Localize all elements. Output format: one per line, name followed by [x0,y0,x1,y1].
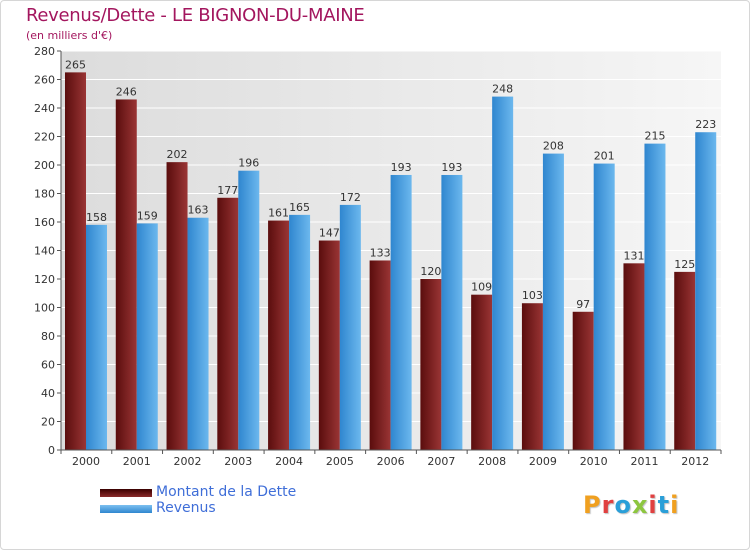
bar-revenus [644,143,666,450]
data-label: 147 [319,227,340,240]
bar-revenus [542,153,564,450]
bar-revenus [390,174,412,450]
logo-letter: i [648,491,658,519]
bar-revenus [492,96,514,450]
x-tick-label: 2012 [681,455,709,468]
x-tick-label: 2006 [377,455,405,468]
data-label: 165 [289,201,310,214]
x-tick-label: 2009 [529,455,557,468]
chart-subtitle: (en milliers d'€) [26,29,113,42]
bar-dette [217,197,239,450]
data-label: 133 [370,246,391,259]
x-tick-label: 2002 [174,455,202,468]
y-tick-label: 40 [41,387,55,400]
bar-revenus [339,204,361,450]
data-label: 120 [420,265,441,278]
data-label: 208 [543,140,564,153]
y-tick-label: 160 [34,216,55,229]
y-tick-label: 120 [34,273,55,286]
data-label: 159 [137,209,158,222]
x-tick-label: 2004 [275,455,303,468]
bar-dette [369,260,391,450]
data-label: 172 [340,191,361,204]
legend-swatch-dette [100,489,152,497]
y-tick-label: 60 [41,359,55,372]
data-label: 97 [576,298,590,311]
bar-revenus [441,174,463,450]
data-label: 193 [391,161,412,174]
bar-dette [471,294,493,450]
data-label: 248 [492,83,513,96]
chart-title: Revenus/Dette - LE BIGNON-DU-MAINE [26,5,365,26]
legend-label-dette: Montant de la Dette [156,484,297,500]
bar-revenus [289,214,311,450]
logo-letter: i [670,491,680,519]
y-tick-label: 240 [34,102,55,115]
x-tick-label: 2007 [427,455,455,468]
bar-dette [268,220,290,450]
bar-dette [115,99,137,450]
logo-letter: r [601,491,615,519]
y-tick-label: 220 [34,131,55,144]
logo-letter: o [614,491,632,519]
data-label: 265 [65,58,86,71]
data-label: 196 [238,157,259,170]
x-tick-label: 2005 [326,455,354,468]
y-tick-label: 140 [34,245,55,258]
data-label: 202 [167,148,188,161]
data-label: 125 [674,258,695,271]
bar-dette [166,162,188,450]
bar-dette [674,271,696,450]
y-tick-label: 80 [41,330,55,343]
data-label: 161 [268,207,289,220]
x-tick-label: 2001 [123,455,151,468]
data-label: 131 [623,249,644,262]
proxiti-logo: Proxiti [583,491,679,519]
y-tick-label: 280 [34,45,55,58]
y-tick-label: 100 [34,302,55,315]
data-label: 193 [441,161,462,174]
x-tick-label: 2000 [72,455,100,468]
y-tick-label: 20 [41,416,55,429]
y-tick-label: 200 [34,159,55,172]
data-label: 201 [594,150,615,163]
legend-label-revenus: Revenus [156,500,216,516]
data-label: 163 [188,204,209,217]
x-tick-label: 2011 [630,455,658,468]
bar-dette [65,72,86,450]
y-tick-label: 180 [34,188,55,201]
bar-dette [572,311,594,450]
y-tick-label: 260 [34,74,55,87]
data-label: 158 [86,211,107,224]
bar-dette [623,263,645,450]
y-tick-label: 0 [48,444,55,457]
bar-dette [521,303,543,450]
bar-dette [318,240,340,450]
logo-letter: t [657,491,671,519]
logo-letter: x [631,491,649,519]
data-label: 223 [695,118,716,131]
data-label: 103 [522,289,543,302]
x-tick-label: 2008 [478,455,506,468]
bar-revenus [695,132,717,450]
data-label: 177 [217,184,238,197]
bar-revenus [187,217,209,450]
data-label: 246 [116,85,137,98]
bar-revenus [238,170,260,450]
bar-revenus [86,224,107,450]
bar-dette [420,279,442,450]
bar-revenus [593,163,615,450]
x-tick-label: 2010 [580,455,608,468]
logo-letter: P [583,491,602,519]
data-label: 215 [644,130,665,143]
x-tick-label: 2003 [224,455,252,468]
bar-revenus [136,223,158,450]
data-label: 109 [471,281,492,294]
legend-swatch-revenus [100,505,152,513]
